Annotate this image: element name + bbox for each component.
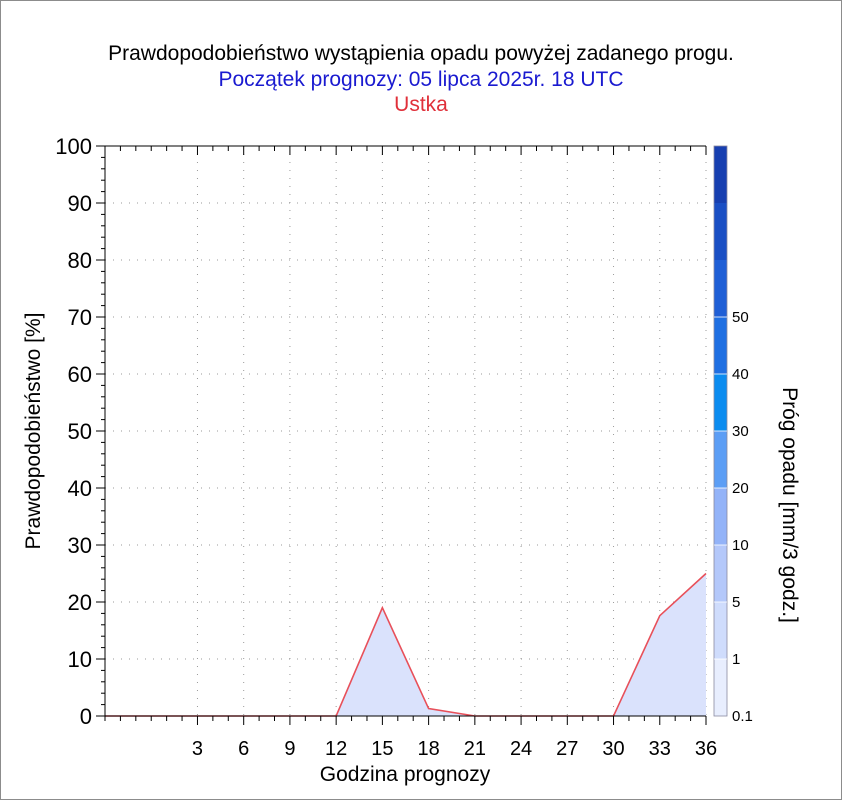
plot-area — [105, 146, 706, 716]
x-tick-label: 12 — [325, 738, 347, 760]
colorbar-segment — [714, 203, 727, 260]
x-tick-label: 9 — [284, 738, 295, 760]
colorbar-segment — [714, 146, 727, 203]
y-tick-label: 20 — [68, 590, 92, 615]
grid — [105, 146, 707, 716]
y-tick-label: 50 — [68, 419, 92, 444]
forecast-start-subtitle: Początek prognozy: 05 lipca 2025r. 18 UT… — [218, 68, 624, 91]
colorbar-segment — [714, 260, 727, 317]
colorbar-segment — [714, 545, 727, 602]
x-tick-label: 3 — [192, 738, 203, 760]
colorbar-tick-label: 40 — [732, 366, 749, 383]
x-tick-label: 18 — [417, 738, 439, 760]
colorbar-segment — [714, 431, 727, 488]
x-tick-label: 33 — [649, 738, 671, 760]
y-axis-label: Prawdopodobieństwo [%] — [22, 313, 45, 550]
x-tick-label: 30 — [602, 738, 624, 760]
colorbar-tick-label: 30 — [732, 423, 749, 440]
colorbar-tick-label: 1 — [732, 651, 740, 668]
colorbar-segment — [714, 602, 727, 659]
x-tick-label: 15 — [371, 738, 393, 760]
colorbar-tick-label: 50 — [732, 309, 749, 326]
location-label: Ustka — [394, 93, 448, 116]
x-tick-label: 36 — [695, 738, 717, 760]
colorbar-tick-label: 5 — [732, 594, 740, 611]
y-tick-label: 90 — [68, 191, 92, 216]
y-tick-label: 70 — [68, 305, 92, 330]
colorbar-tick-label: 10 — [732, 537, 749, 554]
x-axis-label: Godzina prognozy — [320, 763, 491, 786]
colorbar-tick-label: 0.1 — [732, 708, 753, 725]
y-tick-label: 100 — [55, 134, 92, 159]
y-tick-label: 0 — [80, 704, 92, 729]
x-tick-label: 24 — [510, 738, 532, 760]
colorbar-segment — [714, 488, 727, 545]
chart-title: Prawdopodobieństwo wystąpienia opadu pow… — [108, 42, 734, 65]
colorbar-segment — [714, 659, 727, 716]
y-tick-label: 30 — [68, 533, 92, 558]
y-tick-label: 60 — [68, 362, 92, 387]
colorbar-label: Próg opadu [mm/3 godz.] — [778, 387, 801, 623]
y-tick-label: 80 — [68, 248, 92, 273]
series-fill — [105, 573, 706, 716]
colorbar-tick-label: 20 — [732, 480, 749, 497]
x-tick-label: 27 — [556, 738, 578, 760]
colorbar-segment — [714, 374, 727, 431]
x-tick-label: 6 — [238, 738, 249, 760]
y-tick-label: 10 — [68, 647, 92, 672]
y-tick-label: 40 — [68, 476, 92, 501]
colorbar-segment — [714, 317, 727, 374]
x-tick-label: 21 — [464, 738, 486, 760]
threshold-colorbar: 0.1 1 5 10 20 30 40 50 — [713, 145, 753, 725]
